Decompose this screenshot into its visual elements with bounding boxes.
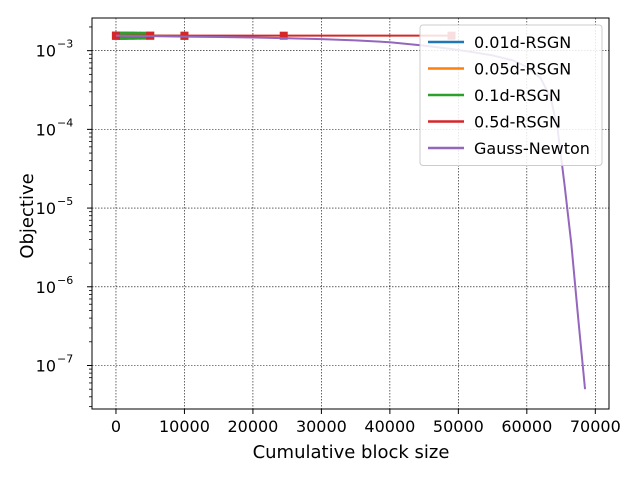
y-tick-exponent: −3 xyxy=(57,38,73,51)
y-tick-label: 10 −6 xyxy=(36,274,74,297)
x-tick-label: 0 xyxy=(111,417,121,436)
y-tick-base: 10 xyxy=(36,42,56,61)
data-point xyxy=(111,31,120,40)
plot-frame xyxy=(91,17,610,410)
x-tick-label: 60000 xyxy=(501,417,552,436)
legend-item: Gauss-Newton xyxy=(428,139,590,158)
x-tick-label: 70000 xyxy=(570,417,621,436)
x-axis-title: Cumulative block size xyxy=(253,442,450,463)
grid xyxy=(92,18,609,409)
legend-label: Gauss-Newton xyxy=(474,139,590,158)
y-tick-label: 10 −5 xyxy=(36,195,74,218)
legend-item: 0.5d-RSGN xyxy=(428,113,561,132)
y-tick-base: 10 xyxy=(36,356,56,375)
y-axis-title: Objective xyxy=(17,173,38,258)
legend-item: 0.1d-RSGN xyxy=(428,86,561,105)
legend: 0.01d-RSGN 0.05d-RSGN 0.1d-RSGN 0.5d-RSGN Ga… xyxy=(419,24,603,166)
data-point xyxy=(279,31,288,40)
y-tick-label: 10 −4 xyxy=(36,116,74,139)
x-tick-label: 10000 xyxy=(159,417,210,436)
legend-box xyxy=(419,24,603,166)
legend-label: 0.05d-RSGN xyxy=(474,60,571,79)
legend-item: 0.05d-RSGN xyxy=(428,60,571,79)
y-tick-base: 10 xyxy=(36,278,56,297)
y-tick-base: 10 xyxy=(36,199,56,218)
legend-item: 0.01d-RSGN xyxy=(428,33,571,52)
x-axis: 0 10000 20000 30000 40000 50000 60000 70000 xyxy=(111,409,621,436)
y-tick-label: 10 −7 xyxy=(36,352,74,375)
y-tick-exponent: −7 xyxy=(57,352,73,365)
y-tick-label: 10 −3 xyxy=(36,38,74,61)
y-axis: 10−710−610−510−410−3 xyxy=(36,26,92,408)
y-tick-exponent: −4 xyxy=(57,116,73,129)
x-tick-label: 40000 xyxy=(364,417,415,436)
x-tick-label: 50000 xyxy=(433,417,484,436)
x-tick-label: 20000 xyxy=(227,417,278,436)
legend-label: 0.01d-RSGN xyxy=(474,33,571,52)
legend-label: 0.1d-RSGN xyxy=(474,86,561,105)
y-tick-exponent: −6 xyxy=(57,274,73,287)
x-tick-label: 30000 xyxy=(296,417,347,436)
y-tick-base: 10 xyxy=(36,120,56,139)
y-tick-exponent: −5 xyxy=(57,195,73,208)
legend-label: 0.5d-RSGN xyxy=(474,113,561,132)
